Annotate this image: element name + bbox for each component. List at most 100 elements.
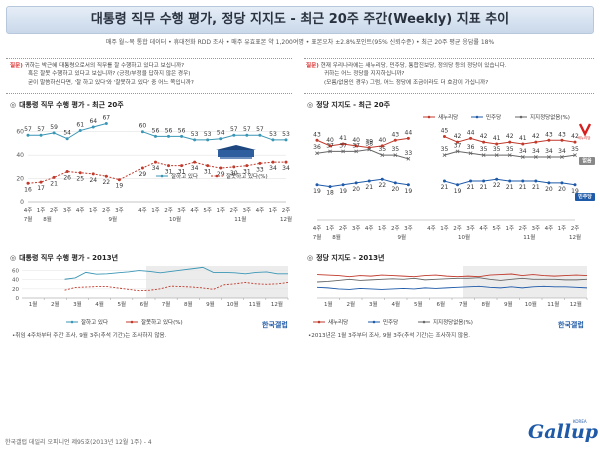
data-point <box>442 135 446 139</box>
data-label: 21 <box>441 184 449 191</box>
series-line <box>64 266 288 280</box>
data-point <box>442 179 446 183</box>
data-point <box>341 183 345 187</box>
month-label: 8월 <box>43 215 52 223</box>
x-tick-label: 4주 <box>427 225 436 232</box>
x-tick-label: 1주 <box>440 225 449 232</box>
data-label: 57 <box>37 126 45 133</box>
data-label: 42 <box>454 133 462 140</box>
party-2013-legend-label: 지지정당없음(%) <box>433 318 473 326</box>
data-point <box>406 183 410 187</box>
data-point <box>521 179 525 183</box>
month-label: 1월 <box>29 300 38 308</box>
party-legend-label: 지지정당없음(%) <box>530 113 570 121</box>
data-point <box>495 177 499 181</box>
approval-2013-heading: ◎ 대통령 직무 수행 평가 - 2013년 <box>10 254 119 262</box>
x-tick-label: 2주 <box>339 225 348 232</box>
data-point <box>180 134 184 138</box>
data-label: 35 <box>480 146 488 153</box>
data-point <box>219 166 223 170</box>
data-label: 42 <box>532 133 540 140</box>
data-point <box>65 137 69 141</box>
month-label: 5월 <box>414 300 423 308</box>
data-label: 19 <box>339 188 347 195</box>
data-point <box>380 144 384 148</box>
brand-tag-left: 한국갤럽 <box>262 321 288 329</box>
data-label: 31 <box>243 169 251 176</box>
party-recent-heading: ◎ 정당 지지도 - 최근 20주 <box>307 101 391 109</box>
question-left-line-2: 혹은 잘못 수행하고 있다고 보십니까? (긍정/부정을 답하지 않은 경우) <box>28 71 191 78</box>
question-right-divider-bottom <box>304 93 594 94</box>
data-point <box>26 133 30 137</box>
data-label: 35 <box>378 146 386 153</box>
data-label: 22 <box>378 182 386 189</box>
month-label: 6월 <box>140 300 149 308</box>
data-label: 40 <box>326 137 334 144</box>
data-label: 34 <box>519 148 527 155</box>
series-line <box>316 277 588 283</box>
month-label: 4월 <box>391 300 400 308</box>
data-label: 21 <box>532 184 540 191</box>
data-point <box>354 181 358 185</box>
month-label: 11월 <box>547 300 559 308</box>
page-title: 대통령 직무 수행 평가, 정당 지지도 - 최근 20주 주간(Weekly)… <box>6 6 594 34</box>
data-point <box>341 149 345 154</box>
data-point <box>26 181 30 185</box>
data-point <box>508 140 512 144</box>
question-right-tag: 질문) <box>306 63 319 69</box>
data-point <box>560 155 564 159</box>
data-label: 61 <box>76 122 84 129</box>
month-label: 8월 <box>481 300 490 308</box>
data-label: 21 <box>50 180 58 187</box>
data-label: 36 <box>313 144 321 151</box>
data-point <box>328 149 332 154</box>
data-point <box>380 153 385 157</box>
data-point <box>91 125 95 129</box>
series-line <box>316 178 409 188</box>
x-tick-label: 4주 <box>256 207 265 214</box>
party-2013-legend-label: 새누리당 <box>328 318 348 326</box>
democratic-badge: 민주당 <box>575 193 595 201</box>
party-recent-chart: 4주 1주 2주 3주 4주 1주 2주 3주 4주 1주 2주 3주 4주 5주 1주 2주 3주 4주 1주 2주… <box>313 113 581 240</box>
month-label: 10월 <box>525 300 537 308</box>
data-label: 20 <box>545 186 553 193</box>
data-point <box>39 180 43 184</box>
data-point <box>380 177 384 181</box>
data-label: 34 <box>152 165 160 172</box>
data-label: 56 <box>152 127 160 134</box>
data-point <box>393 153 398 157</box>
data-point <box>193 160 197 164</box>
data-point <box>245 164 249 168</box>
x-tick-label: 2주 <box>230 207 239 214</box>
data-point <box>91 172 95 176</box>
approval-recent-heading: ◎ 대통령 직무 수행 평가 - 최근 20주 <box>10 101 124 109</box>
data-point <box>206 164 210 168</box>
data-label: 35 <box>506 146 514 153</box>
x-tick-label: 1주 <box>558 225 567 232</box>
party-legend-label: 새누리당 <box>438 113 458 121</box>
data-label: 54 <box>217 130 225 137</box>
gallup-logo-korea: KOREA <box>573 419 587 424</box>
data-point <box>367 147 372 152</box>
party-2013-heading-text: 정당 지지도 - 2013년 <box>316 254 385 262</box>
data-point <box>469 179 473 183</box>
month-label: 7월 <box>313 233 322 240</box>
x-tick-label: 1주 <box>37 207 46 214</box>
footer: 한국갤럽 데일리 오피니언 제95호(2013년 12월 1주) - 4 <box>5 439 152 446</box>
data-label: 16 <box>24 186 32 193</box>
data-label: 20 <box>352 186 360 193</box>
x-tick-label: 4주 <box>190 207 199 214</box>
month-label: 11월 <box>523 233 535 240</box>
data-point <box>219 137 223 141</box>
approval-legend-marker <box>160 174 164 178</box>
data-label: 25 <box>76 176 84 183</box>
data-point <box>547 181 551 185</box>
question-right: 질문) 현재 우리나라에는 새누리당, 민주당, 통합진보당, 정의당 등의 정… <box>306 62 596 87</box>
party-2013-legend-marker <box>372 320 376 324</box>
data-label: 42 <box>480 133 488 140</box>
data-label: 26 <box>63 175 71 182</box>
data-label: 43 <box>391 131 399 138</box>
data-point <box>52 175 56 179</box>
data-label: 57 <box>230 126 238 133</box>
series-line <box>64 282 289 292</box>
